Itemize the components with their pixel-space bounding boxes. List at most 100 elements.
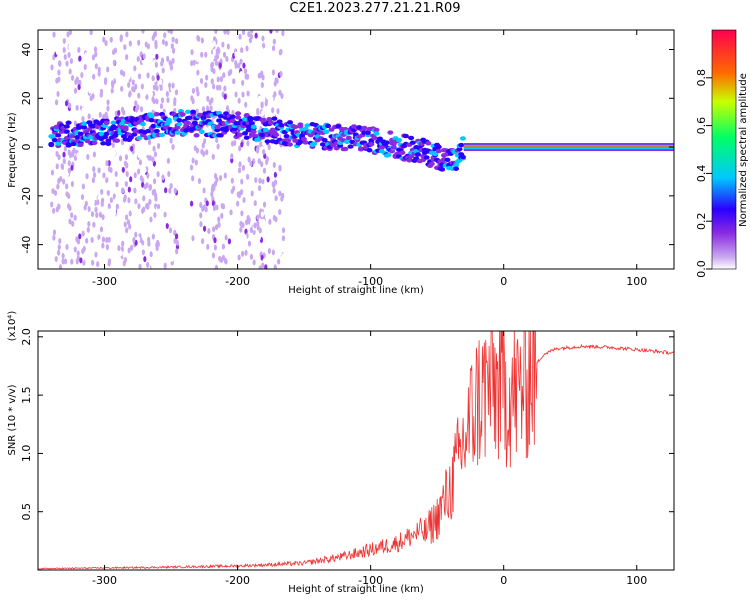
heatmap-cell	[250, 30, 254, 34]
heatmap-cell	[204, 82, 208, 89]
heatmap-cell	[241, 79, 245, 86]
heatmap-cell	[115, 214, 120, 221]
heatmap-cell	[114, 110, 118, 117]
heatmap-cell	[240, 47, 244, 54]
heatmap-cell	[105, 138, 112, 143]
heatmap-cell	[229, 68, 233, 75]
heatmap-cell	[220, 161, 224, 168]
heatmap-cell	[124, 161, 129, 168]
heatmap-cell	[163, 32, 167, 39]
heatmap-cell	[248, 121, 255, 126]
heatmap-cell	[256, 214, 260, 221]
x-tick-label: 100	[626, 275, 647, 288]
heatmap-cell	[260, 211, 264, 218]
heatmap-cell	[122, 260, 126, 267]
heatmap-cell	[245, 128, 252, 133]
heatmap-cell	[114, 196, 119, 203]
heatmap-cell	[390, 145, 397, 150]
heatmap-cell	[269, 196, 273, 203]
heatmap-cell	[224, 40, 228, 47]
heatmap-cell	[67, 160, 71, 167]
heatmap-cell	[435, 148, 442, 154]
heatmap-cell	[107, 236, 111, 243]
heatmap-cell	[206, 143, 210, 150]
heatmap-cell	[215, 176, 219, 183]
heatmap-cell	[273, 171, 278, 178]
heatmap-cell	[136, 55, 140, 62]
heatmap-cell	[196, 35, 200, 42]
heatmap-cell	[246, 173, 250, 180]
heatmap-cell	[325, 123, 332, 129]
heatmap-cell	[387, 130, 394, 135]
heatmap-cell	[239, 58, 243, 65]
carrier-line	[463, 146, 674, 148]
heatmap-cell	[190, 109, 197, 115]
heatmap-cell	[376, 136, 383, 141]
heatmap-cell	[77, 84, 81, 91]
heatmap-cell	[428, 161, 435, 167]
heatmap-cell	[104, 77, 108, 84]
heatmap-cell	[67, 167, 71, 174]
heatmap-cell	[281, 235, 286, 242]
heatmap-cell	[148, 183, 153, 190]
heatmap-cell	[169, 30, 173, 35]
heatmap-cell	[273, 91, 277, 98]
heatmap-cell	[62, 47, 66, 54]
heatmap-cell	[144, 41, 148, 48]
colorbar-label: Normalized spectral amplitude	[738, 73, 749, 227]
heatmap-cell	[234, 68, 239, 75]
heatmap-cell	[91, 259, 95, 266]
heatmap-cell	[237, 97, 241, 104]
heatmap-cell	[109, 197, 114, 204]
heatmap-cell	[77, 46, 81, 53]
heatmap-cell	[175, 156, 179, 163]
heatmap-cell	[105, 237, 109, 244]
heatmap-cell	[229, 209, 233, 216]
heatmap-cell	[211, 53, 215, 60]
heatmap-cell	[151, 189, 155, 196]
heatmap-cell	[127, 62, 131, 69]
heatmap-cell	[265, 159, 269, 166]
heatmap-cell	[97, 234, 101, 241]
heatmap-cell	[159, 132, 166, 138]
heatmap-cell	[200, 51, 204, 58]
heatmap-cell	[59, 176, 63, 183]
heatmap-cell	[281, 227, 286, 234]
heatmap-cell	[222, 178, 226, 185]
heatmap-cell	[125, 227, 129, 234]
heatmap-cell	[80, 162, 84, 169]
heatmap-cell	[130, 244, 134, 251]
heatmap-cell	[270, 96, 274, 103]
heatmap-cell	[85, 237, 89, 244]
colorbar-tick-label: 0.4	[695, 165, 708, 183]
heatmap-cell	[70, 164, 74, 171]
heatmap-cell	[81, 125, 88, 130]
heatmap-cell	[86, 127, 93, 132]
heatmap-cell	[146, 261, 150, 268]
heatmap-cell	[57, 76, 61, 83]
heatmap-cell	[302, 140, 309, 145]
heatmap-cell	[96, 199, 100, 206]
heatmap-cell	[167, 170, 171, 177]
heatmap-cell	[70, 74, 75, 81]
spectrogram-x-label: Height of straight line (km)	[288, 285, 424, 296]
heatmap-cell	[92, 73, 96, 80]
heatmap-cell	[65, 183, 69, 190]
heatmap-cell	[227, 137, 231, 144]
heatmap-cell	[221, 243, 226, 250]
heatmap-cell	[217, 246, 221, 253]
heatmap-cell	[154, 195, 158, 202]
heatmap-cell	[91, 140, 98, 145]
x-tick-label: 100	[626, 574, 647, 587]
heatmap-cell	[97, 66, 101, 73]
heatmap-cell	[206, 95, 210, 102]
heatmap-cell	[275, 30, 279, 34]
heatmap-cell	[55, 141, 62, 146]
heatmap-cell	[215, 228, 219, 235]
heatmap-cell	[439, 167, 446, 172]
heatmap-cell	[75, 104, 79, 111]
heatmap-cell	[395, 138, 402, 143]
heatmap-cell	[224, 234, 228, 241]
heatmap-cell	[75, 111, 80, 118]
heatmap-cell	[61, 252, 65, 259]
